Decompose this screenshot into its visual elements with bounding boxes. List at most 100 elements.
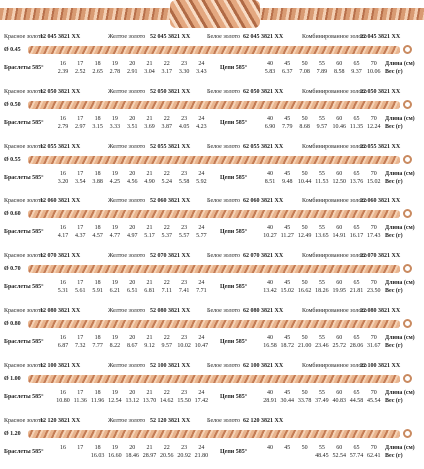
chain-weight: 8.68 xyxy=(299,123,310,130)
chain-length: 45 xyxy=(284,335,291,341)
metal-label: Белое золото xyxy=(207,198,241,205)
weight-unit: Вес (г) xyxy=(385,69,403,75)
bracelet-weight: 13.12 xyxy=(125,397,139,404)
chain-length: 40 xyxy=(267,389,273,396)
chain-weight: 25.72 xyxy=(332,343,346,349)
bracelet-length: 20 xyxy=(129,170,136,177)
bracelets-label: Браслеты 585° xyxy=(4,448,44,455)
chain-weight: 12.24 xyxy=(367,123,381,130)
article-code: 12 060 3821 XX xyxy=(40,198,81,205)
chain-length: 40 xyxy=(267,225,273,232)
chain-weight: 11.53 xyxy=(315,178,329,185)
bracelet-weight: 5.91 xyxy=(92,288,103,295)
bracelet-length: 23 xyxy=(181,170,188,177)
article-code: 22 055 3821 XX xyxy=(360,143,401,150)
bracelet-weight: 3.30 xyxy=(178,69,190,75)
bracelet-length: 22 xyxy=(163,115,170,122)
chains-label: Цепи 585° xyxy=(220,393,248,400)
bracelet-length: 24 xyxy=(198,170,205,177)
chain-weight: 23.46 xyxy=(315,343,329,349)
chain-length: 70 xyxy=(370,115,377,122)
bracelet-length: 20 xyxy=(129,444,136,451)
chain-length: 40 xyxy=(267,280,273,287)
chain-length: 65 xyxy=(353,389,360,396)
bracelet-length: 21 xyxy=(146,61,153,67)
chain-length: 50 xyxy=(301,335,308,341)
chain-weight: 11.27 xyxy=(280,233,294,240)
bracelets-label: Браслеты 585° xyxy=(4,229,44,236)
chain-weight: 11.35 xyxy=(349,123,364,130)
chain-length: 65 xyxy=(353,280,360,287)
bracelet-weight: 3.54 xyxy=(75,178,86,185)
bracelet-length: 19 xyxy=(111,335,118,341)
bracelet-weight: 13.70 xyxy=(142,397,157,404)
diameter: Ø 0.80 xyxy=(4,321,21,327)
metal-label: Комбинированное золото xyxy=(302,362,367,369)
chain-length: 55 xyxy=(318,444,325,451)
metal-label: Белое золото xyxy=(207,34,241,40)
article-code: 52 070 3821 XX xyxy=(150,253,191,260)
bracelet-length: 22 xyxy=(163,61,170,67)
metal-label: Желтое золото xyxy=(108,362,146,369)
chain-weight: 16.58 xyxy=(263,343,277,349)
bracelet-length: 17 xyxy=(77,225,84,232)
bracelet-length: 24 xyxy=(198,389,205,396)
bracelet-length: 22 xyxy=(163,280,170,287)
article-code: 22 060 3821 XX xyxy=(360,198,401,205)
chain-weight: 13.42 xyxy=(263,288,277,295)
bracelet-length: 18 xyxy=(94,335,101,341)
article-code: 12 050 3821 XX xyxy=(40,88,81,95)
chain-weight: 31.67 xyxy=(367,343,381,349)
diameter: Ø 0.60 xyxy=(4,211,21,218)
bracelet-weight: 11.36 xyxy=(73,397,87,404)
bracelet-weight: 5.92 xyxy=(196,178,207,185)
chain-length: 70 xyxy=(370,335,377,341)
chain-weight: 10.44 xyxy=(297,178,312,185)
chain-length: 40 xyxy=(267,444,273,451)
bracelet-weight: 10.02 xyxy=(177,343,191,349)
metal-label: Красное золото xyxy=(4,308,44,314)
chain-weight: 23.50 xyxy=(367,288,381,295)
chain-sample xyxy=(28,155,400,164)
bracelet-weight: 5.24 xyxy=(161,178,173,185)
chain-length: 70 xyxy=(370,61,377,67)
bracelet-weight: 3.20 xyxy=(57,178,69,185)
bracelet-weight: 4.17 xyxy=(57,233,69,240)
article-code: 62 055 3821 XX xyxy=(243,143,284,150)
chain-length: 55 xyxy=(318,335,325,341)
bracelet-length: 18 xyxy=(94,170,101,177)
bracelet-weight: 4.37 xyxy=(75,233,86,240)
bracelet-length: 20 xyxy=(129,335,136,341)
metal-label: Желтое золото xyxy=(108,198,146,205)
bracelet-weight: 3.51 xyxy=(126,123,138,130)
bracelet-weight: 2.79 xyxy=(57,123,69,130)
clasp xyxy=(403,45,412,54)
bracelet-weight: 5.61 xyxy=(75,288,86,295)
bracelet-weight: 4.56 xyxy=(126,178,138,185)
bracelet-length: 24 xyxy=(198,225,205,232)
chain-weight: 18.26 xyxy=(315,288,329,295)
chain-weight: 9.57 xyxy=(316,123,328,130)
diameter: Ø 1.20 xyxy=(4,430,21,437)
chain-weight: 13.65 xyxy=(315,233,329,240)
bracelet-length: 20 xyxy=(129,225,136,232)
article-code: 22 050 3821 XX xyxy=(360,88,401,95)
article-code: 12 070 3821 XX xyxy=(40,253,81,260)
chains-label: Цепи 585° xyxy=(220,174,248,181)
bracelet-length: 19 xyxy=(111,115,118,122)
weight-unit: Вес (г) xyxy=(385,343,403,349)
article-code: 62 080 3821 XX xyxy=(243,308,284,314)
bracelet-weight: 12.54 xyxy=(108,397,122,404)
bracelet-length: 17 xyxy=(77,280,84,287)
bracelet-length: 16 xyxy=(60,225,66,232)
bracelet-weight: 28.97 xyxy=(142,452,157,459)
chain-weight: 28.06 xyxy=(349,343,364,349)
bracelet-length: 18 xyxy=(94,280,101,287)
bracelet-length: 24 xyxy=(198,280,205,287)
bracelet-length: 23 xyxy=(181,335,188,341)
chain-weight: 33.78 xyxy=(297,397,312,404)
bracelet-weight: 2.52 xyxy=(75,69,86,75)
metal-label: Красное золото xyxy=(4,362,44,369)
bracelet-weight: 16.60 xyxy=(108,452,122,459)
bracelet-weight: 5.58 xyxy=(178,178,190,185)
